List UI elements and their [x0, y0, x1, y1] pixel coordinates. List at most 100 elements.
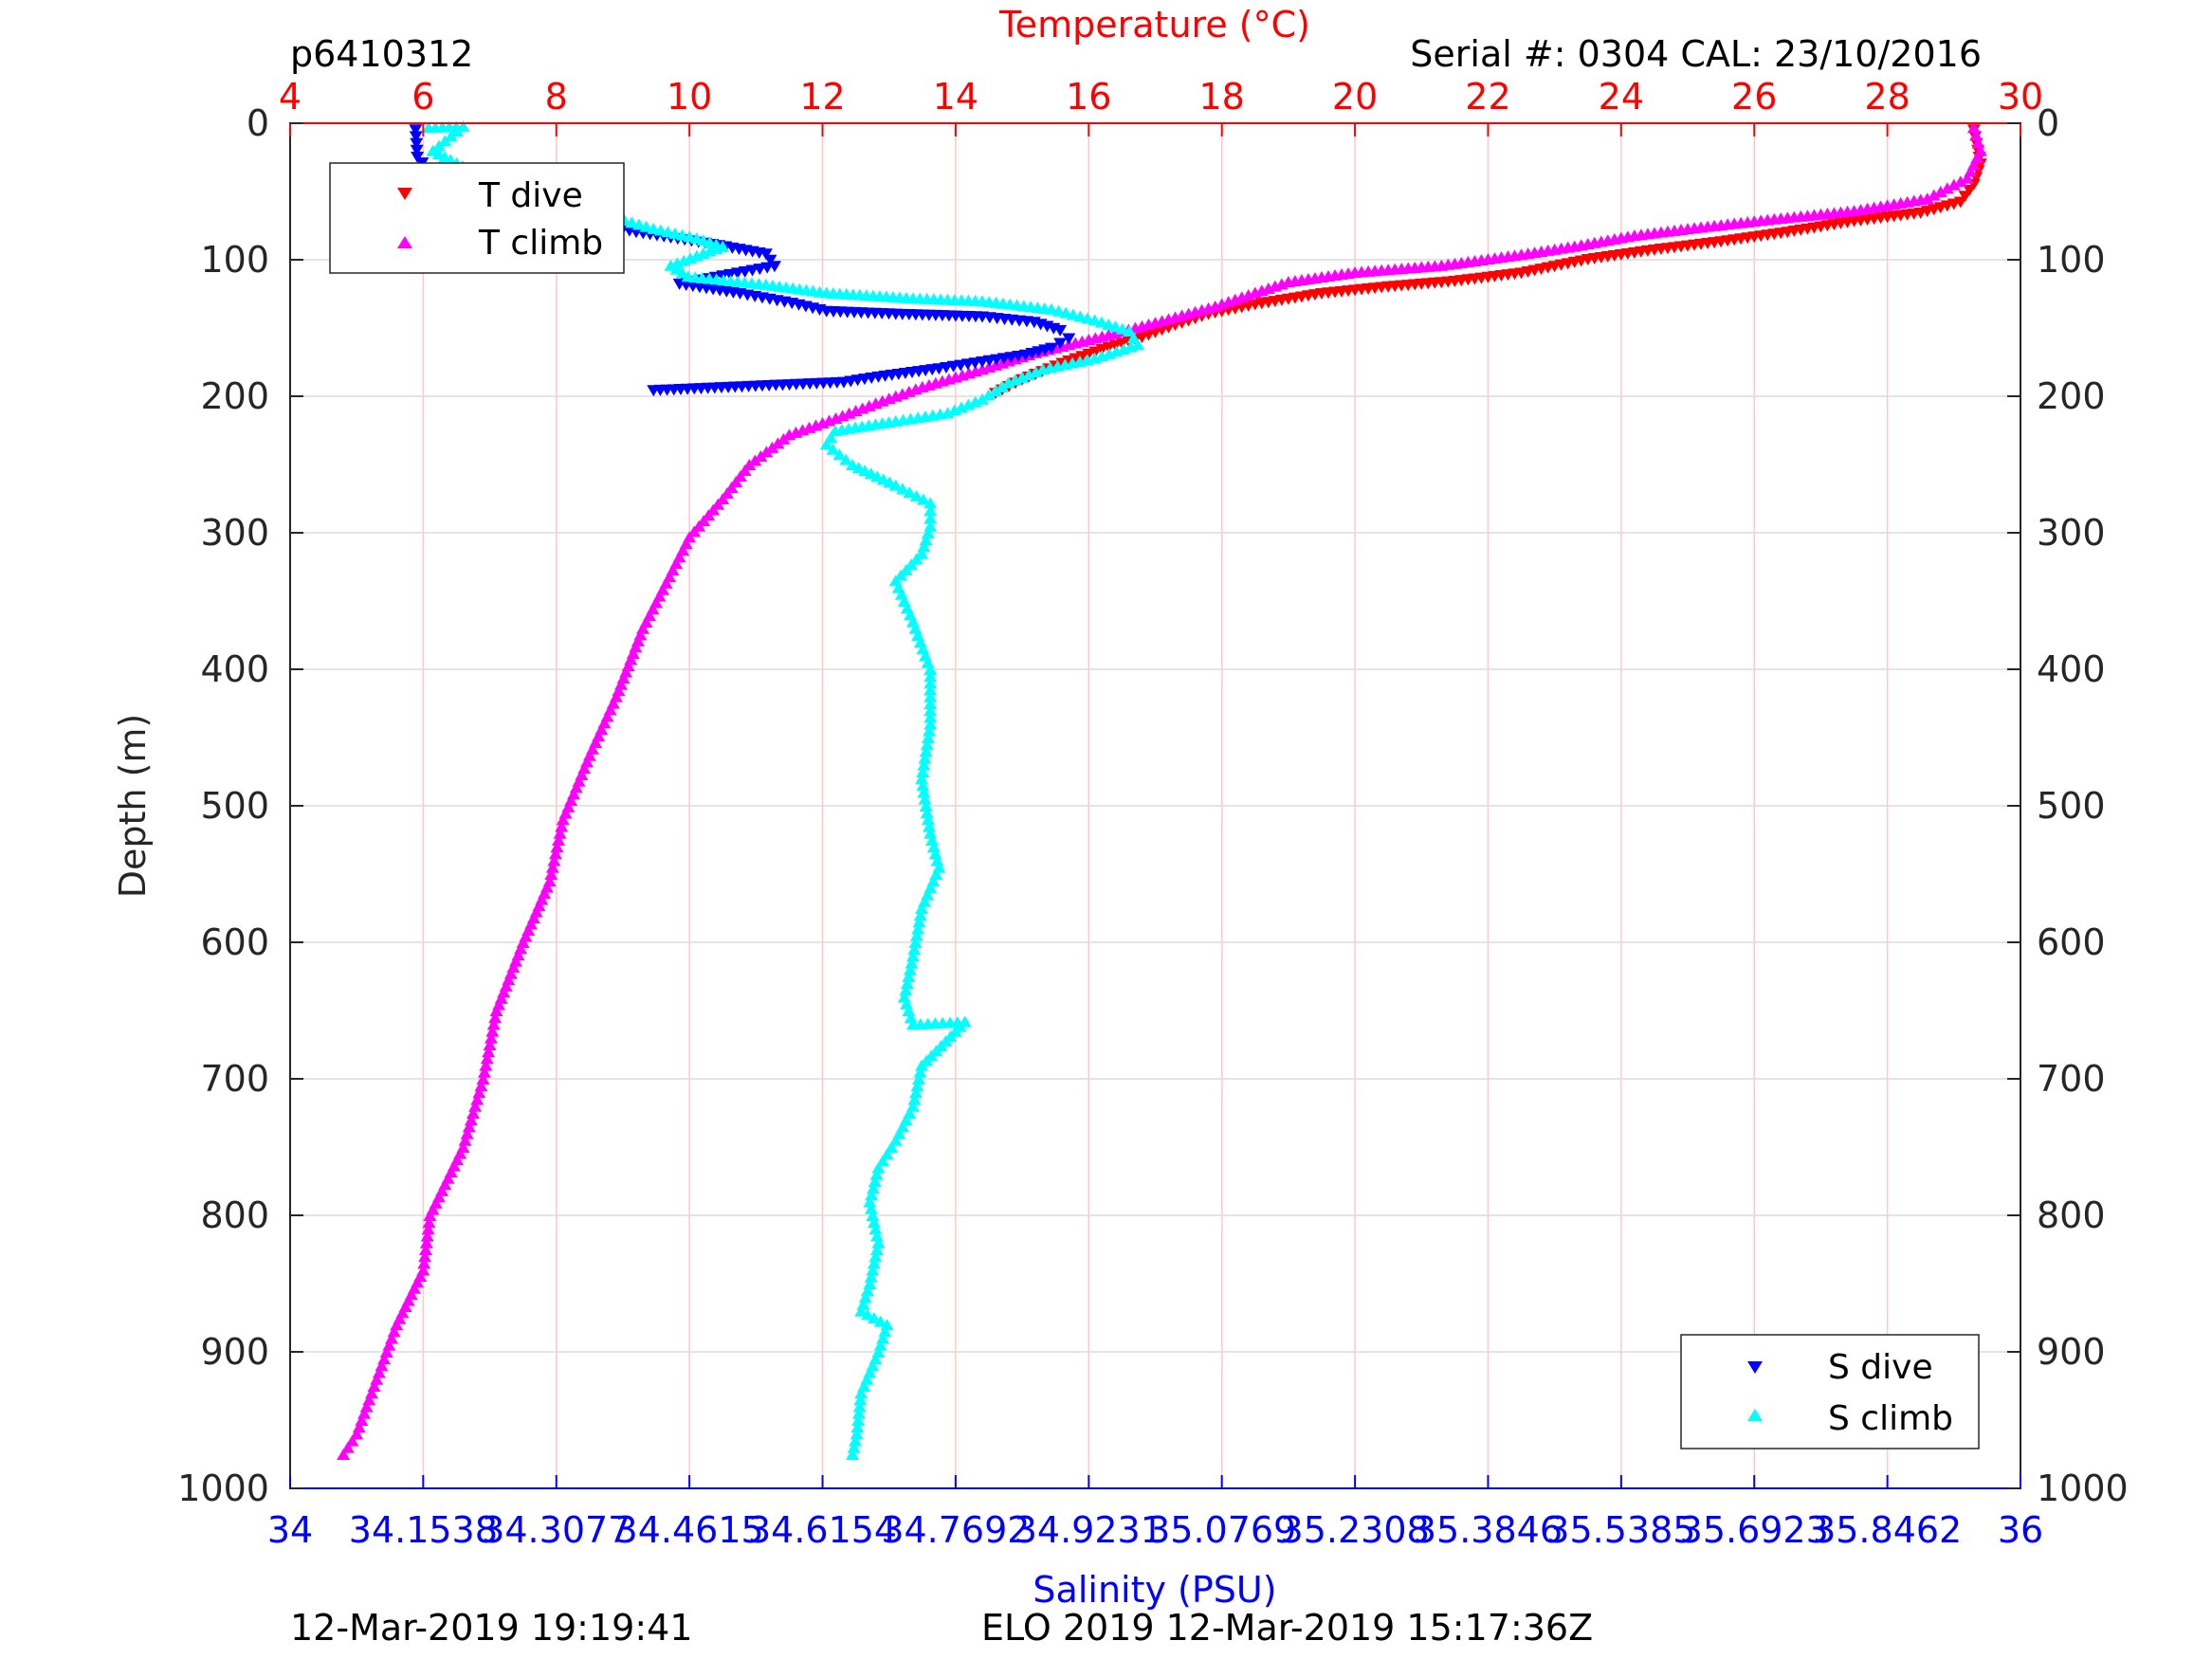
data-point-interp: [896, 483, 910, 495]
depth-tick-label-left: 0: [247, 102, 269, 144]
data-point-interp: [1029, 366, 1043, 378]
data-point: [923, 520, 938, 532]
data-point-interp: [1066, 356, 1080, 369]
temperature-tick-label: 4: [279, 76, 302, 118]
data-point-interp: [920, 807, 934, 819]
data-point-interp: [861, 1308, 875, 1321]
data-point-interp: [625, 216, 639, 228]
salinity-tick-label: 35.8462: [1813, 1509, 1962, 1551]
s-dive-legend-marker: [1747, 1361, 1763, 1374]
depth-tick-label-right: 700: [2037, 1058, 2106, 1100]
data-point: [647, 385, 661, 397]
data-point-interp: [419, 1244, 433, 1255]
data-point: [915, 1059, 929, 1071]
salinity-tick-label: 36: [1998, 1509, 2043, 1551]
data-point-interp: [450, 125, 465, 137]
data-point: [897, 991, 911, 1003]
data-point-interp: [479, 1059, 493, 1071]
depth-tick-label-right: 600: [2037, 921, 2106, 963]
data-point-interp: [552, 834, 566, 846]
data-point-interp: [1933, 186, 1947, 197]
data-point-interp: [1043, 361, 1057, 374]
data-point-interp: [485, 1025, 500, 1037]
data-point-interp: [926, 841, 941, 853]
data-point-interp: [856, 1298, 870, 1310]
data-point-interp: [544, 868, 558, 880]
data-point-interp: [1051, 359, 1065, 372]
data-point-interp: [464, 1114, 478, 1126]
temperature-tick-label: 22: [1465, 76, 1510, 118]
salinity-axis-title: Salinity (PSU): [1033, 1569, 1276, 1611]
data-point-interp: [903, 486, 917, 499]
data-point-interp: [876, 1332, 890, 1344]
s-dive-legend-label: S dive: [1828, 1348, 1933, 1387]
data-point: [1960, 172, 1974, 184]
footer-mission-label: ELO 2019 12-Mar-2019 15:17:36Z: [981, 1607, 1593, 1649]
data-point-interp: [861, 1285, 875, 1297]
data-point-interp: [903, 963, 917, 975]
data-point-interp: [1953, 175, 1967, 188]
depth-tick-label-left: 100: [200, 239, 269, 281]
data-point-interp: [1117, 343, 1131, 356]
data-point-interp: [444, 130, 458, 142]
salinity-tick-label: 35.5385: [1546, 1509, 1695, 1551]
data-point-interp: [458, 1134, 472, 1146]
data-point: [423, 1210, 437, 1221]
data-point-interp: [968, 395, 982, 408]
data-point-interp: [486, 1018, 501, 1030]
data-point-interp: [1008, 374, 1022, 386]
data-point-interp: [873, 1339, 887, 1351]
temperature-tick-label: 30: [1998, 76, 2043, 118]
data-point-interp: [907, 943, 922, 956]
data-point-interp: [908, 937, 923, 948]
data-point-interp: [905, 558, 919, 571]
data-point: [880, 1319, 894, 1331]
data-point: [1053, 324, 1068, 337]
temperature-tick-label: 20: [1332, 76, 1378, 118]
s-climb-legend-label: S climb: [1828, 1399, 1953, 1438]
data-point-interp: [548, 848, 562, 860]
data-point: [1131, 338, 1145, 351]
data-point: [819, 438, 833, 450]
data-point-interp: [851, 1407, 866, 1419]
data-point-interp: [852, 1400, 867, 1413]
data-point-interp: [632, 218, 647, 230]
data-point-interp: [477, 1066, 491, 1078]
depth-tick-label-left: 1000: [177, 1468, 269, 1509]
data-point-interp: [923, 724, 937, 737]
data-point: [854, 1387, 868, 1399]
data-point-interp: [763, 254, 777, 266]
data-point-interp: [824, 431, 838, 444]
data-point-interp: [483, 1039, 497, 1050]
data-point-interp: [909, 553, 923, 565]
data-point-interp: [865, 1189, 879, 1201]
data-point: [923, 718, 938, 730]
data-point-interp: [839, 453, 853, 465]
data-point-interp: [1053, 337, 1068, 350]
data-point-interp: [923, 690, 938, 702]
data-point-interp: [431, 139, 446, 152]
temperature-tick-label: 12: [799, 76, 845, 118]
depth-tick-label-right: 400: [2037, 648, 2106, 690]
data-point: [828, 425, 842, 436]
data-point-interp: [919, 534, 933, 546]
data-point-interp: [921, 527, 935, 538]
data-point-interp: [930, 854, 944, 866]
data-point-interp: [928, 848, 942, 860]
data-point-interp: [474, 1080, 488, 1092]
salinity-tick-label: 35.0769: [1147, 1509, 1296, 1551]
temperature-tick-label: 10: [667, 76, 712, 118]
data-point-interp: [851, 1414, 866, 1426]
data-point: [923, 497, 938, 509]
depth-axis-title: Depth (m): [112, 714, 154, 899]
data-point-interp: [1095, 350, 1109, 362]
data-point: [871, 1161, 886, 1174]
data-point-interp: [418, 1250, 432, 1263]
data-point: [850, 1428, 864, 1440]
data-point-interp: [981, 389, 996, 401]
data-point-interp: [1102, 347, 1116, 359]
data-point-interp: [899, 984, 913, 996]
data-point-interp: [550, 841, 564, 853]
data-point: [456, 119, 470, 132]
data-point-interp: [1058, 358, 1072, 371]
